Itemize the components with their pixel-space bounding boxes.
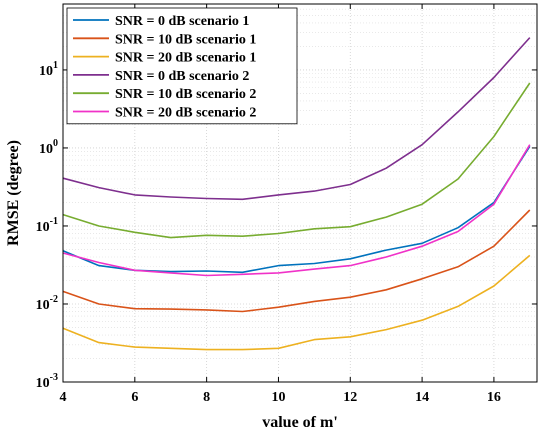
y-axis-ticks: 10-3 10-2 10-1 100 101 xyxy=(36,60,537,391)
x-tick-label: 8 xyxy=(203,390,210,405)
series-lines xyxy=(62,37,531,351)
legend-label: SNR = 20 dB scenario 1 xyxy=(115,51,256,66)
series-line-3 xyxy=(62,254,531,351)
legend-label: SNR = 0 dB scenario 2 xyxy=(115,69,249,84)
series-line-4 xyxy=(62,37,531,201)
x-tick-label: 6 xyxy=(131,390,138,405)
x-tick-label: 4 xyxy=(60,390,67,405)
x-axis-ticks: 4 6 8 10 12 14 16 xyxy=(60,4,501,405)
series-line-2 xyxy=(62,209,531,313)
y-tick-label: 10-2 xyxy=(36,294,58,313)
x-tick-label: 10 xyxy=(271,390,285,405)
x-tick-label: 14 xyxy=(415,390,429,405)
legend-label: SNR = 20 dB scenario 2 xyxy=(115,106,256,121)
y-tick-label: 100 xyxy=(39,138,58,157)
y-tick-label: 10-1 xyxy=(36,216,58,235)
legend-label: SNR = 10 dB scenario 1 xyxy=(115,32,256,47)
y-tick-label: 10-3 xyxy=(36,372,58,391)
x-tick-label: 16 xyxy=(487,390,501,405)
x-tick-label: 12 xyxy=(343,390,357,405)
y-axis-label: RMSE (degree) xyxy=(5,140,22,246)
x-axis-label: value of m' xyxy=(262,414,338,431)
legend-label: SNR = 10 dB scenario 2 xyxy=(115,87,256,102)
y-tick-label: 101 xyxy=(39,60,58,79)
plot-frame xyxy=(62,3,538,383)
series-line-6 xyxy=(62,144,531,277)
legend: SNR = 0 dB scenario 1 SNR = 10 dB scenari… xyxy=(66,7,298,125)
legend-box xyxy=(66,7,298,125)
series-line-5 xyxy=(62,82,531,239)
legend-label: SNR = 0 dB scenario 1 xyxy=(115,14,249,29)
